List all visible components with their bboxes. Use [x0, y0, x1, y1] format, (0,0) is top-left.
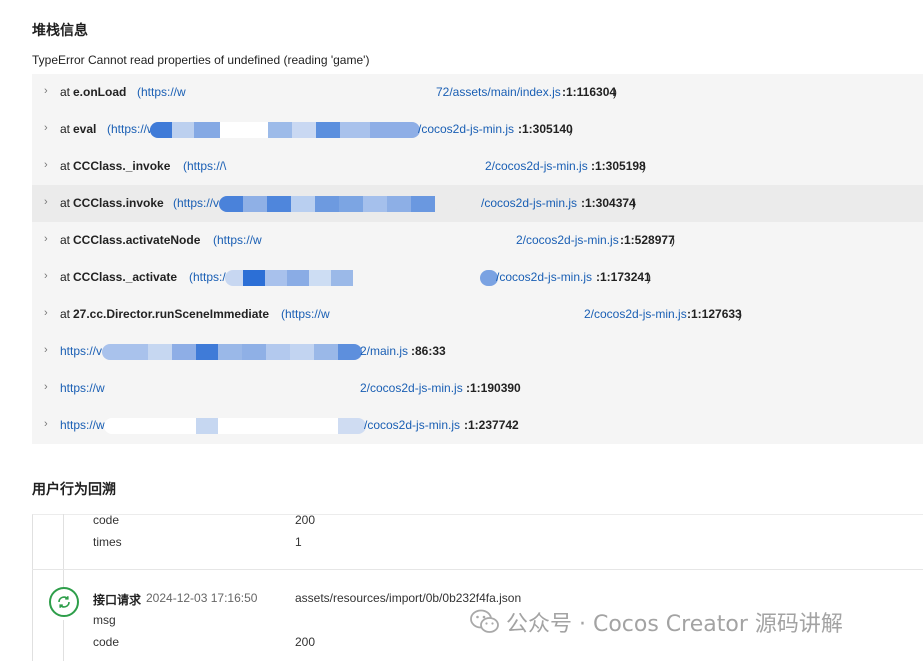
behavior-timeline [32, 514, 923, 661]
frame-url-start[interactable]: (https://w [281, 307, 330, 321]
frame-location: :1:528977 [620, 233, 675, 247]
frame-url-end[interactable]: /cocos2d-js-min.js [481, 196, 578, 210]
stack-frame[interactable]: › at eval (https://w /cocos2d-js-min.js … [32, 111, 923, 148]
frame-function: eval [73, 122, 97, 136]
prev-event-value: 200 [295, 513, 316, 527]
redaction-blur [225, 270, 435, 286]
frame-url-end[interactable]: 72/assets/main/index.js [436, 85, 561, 99]
stack-frame[interactable]: › at CCClass._invoke (https://\ 2/cocos2… [32, 148, 923, 185]
frame-location: :1:305140 [518, 122, 573, 136]
frame-location: :86:33 [411, 344, 446, 358]
error-message: TypeError Cannot read properties of unde… [32, 53, 370, 67]
frame-url-end[interactable]: /cocos2d-js-min.js [418, 122, 515, 136]
frame-url-start[interactable]: (https://\ [183, 159, 227, 173]
chevron-right-icon[interactable]: › [44, 233, 48, 245]
frame-at: at [60, 122, 71, 136]
frame-function: e.onLoad [73, 85, 127, 99]
frame-url-start[interactable]: https://w [60, 381, 105, 395]
chevron-right-icon[interactable]: › [44, 85, 48, 97]
frame-url-start[interactable]: (https://w [137, 85, 186, 99]
chevron-right-icon[interactable]: › [44, 344, 48, 356]
frame-close-paren: ) [738, 307, 742, 321]
event-value: 200 [295, 635, 316, 649]
frame-at: at [60, 196, 71, 210]
frame-location: :1:190390 [466, 381, 521, 395]
redaction-blur [102, 344, 362, 360]
frame-url-start[interactable]: https://v [60, 344, 103, 358]
chevron-right-icon[interactable]: › [44, 122, 48, 134]
watermark: 公众号 · Cocos Creator 源码讲解 [470, 606, 843, 638]
chevron-right-icon[interactable]: › [44, 159, 48, 171]
frame-url-start[interactable]: https://w [60, 418, 105, 432]
frame-close-paren: ) [569, 122, 573, 136]
frame-url-end[interactable]: 2/cocos2d-js-min.js [516, 233, 619, 247]
frame-location: :1:173241 [596, 270, 651, 284]
stack-frame[interactable]: › at e.onLoad (https://w 72/assets/main/… [32, 74, 923, 111]
event-type: 接口请求 [93, 593, 142, 607]
chevron-right-icon[interactable]: › [44, 381, 48, 393]
frame-url-start[interactable]: (https:// [189, 270, 230, 284]
frame-url-start[interactable]: (https://w [213, 233, 262, 247]
frame-url-start[interactable]: (https://v [173, 196, 220, 210]
behavior-section-title: 用户行为回溯 [32, 482, 116, 498]
wechat-icon [470, 609, 499, 633]
frame-url-start[interactable]: (https://w [107, 122, 156, 136]
chevron-right-icon[interactable]: › [44, 270, 48, 282]
event-key: code [93, 635, 120, 649]
stack-frame[interactable]: › https://v 2/main.js :86:33 [32, 333, 923, 370]
frame-at: at [60, 85, 71, 99]
frame-function: CCClass._activate [73, 270, 178, 284]
refresh-icon [49, 587, 79, 617]
frame-url-end[interactable]: /cocos2d-js-min.js [364, 418, 461, 432]
frame-url-end[interactable]: 2/cocos2d-js-min.js [584, 307, 687, 321]
frame-url-end[interactable]: 2/cocos2d-js-min.js [485, 159, 588, 173]
frame-url-end[interactable]: 2/main.js [360, 344, 409, 358]
stack-trace-panel: › at e.onLoad (https://w 72/assets/main/… [32, 74, 923, 444]
chevron-right-icon[interactable]: › [44, 196, 48, 208]
stack-frame[interactable]: › https://w /cocos2d-js-min.js :1:237742 [32, 407, 923, 444]
frame-location: :1:116304 [562, 85, 617, 99]
timeline-connector [63, 514, 64, 589]
event-time: 2024-12-03 17:16:50 [146, 591, 258, 605]
stack-section-title: 堆栈信息 [32, 23, 88, 39]
frame-function: CCClass.activateNode [73, 233, 201, 247]
stack-frame[interactable]: › at CCClass.activateNode (https://w 2/c… [32, 222, 923, 259]
frame-url-end[interactable]: /cocos2d-js-min.js [496, 270, 593, 284]
redaction-blur [150, 122, 420, 138]
frame-location: :1:127633 [687, 307, 742, 321]
chevron-right-icon[interactable]: › [44, 307, 48, 319]
stack-frame[interactable]: › at CCClass._activate (https:// /cocos2… [32, 259, 923, 296]
frame-url-end[interactable]: 2/cocos2d-js-min.js [360, 381, 463, 395]
frame-at: at [60, 307, 71, 321]
chevron-right-icon[interactable]: › [44, 418, 48, 430]
frame-function: CCClass.invoke [73, 196, 164, 210]
frame-at: at [60, 159, 71, 173]
frame-function: CCClass._invoke [73, 159, 171, 173]
redaction-blur [104, 418, 366, 434]
prev-event-value: 1 [295, 535, 302, 549]
frame-location: :1:304374 [581, 196, 636, 210]
frame-at: at [60, 270, 71, 284]
timeline-connector [63, 620, 64, 661]
event-path[interactable]: assets/resources/import/0b/0b232f4fa.jso… [295, 591, 522, 605]
frame-function: 27.cc.Director.runSceneImmediate [73, 307, 270, 321]
prev-event-key: code [93, 513, 120, 527]
frame-close-paren: ) [613, 85, 617, 99]
redaction-blur [219, 196, 459, 212]
event-key: msg [93, 613, 116, 627]
frame-close-paren: ) [671, 233, 675, 247]
watermark-text: 公众号 · Cocos Creator 源码讲解 [506, 612, 843, 637]
stack-frame[interactable]: › at CCClass.invoke (https://v /cocos2d-… [32, 185, 923, 222]
prev-event-key: times [93, 535, 122, 549]
stack-frame[interactable]: › https://w 2/cocos2d-js-min.js :1:19039… [32, 370, 923, 407]
frame-close-paren: ) [632, 196, 636, 210]
frame-close-paren: ) [642, 159, 646, 173]
redaction-blur [480, 270, 498, 286]
stack-frame[interactable]: › at 27.cc.Director.runSceneImmediate (h… [32, 296, 923, 333]
event-divider [32, 569, 923, 570]
frame-close-paren: ) [647, 270, 651, 284]
frame-at: at [60, 233, 71, 247]
frame-location: :1:305198 [591, 159, 646, 173]
frame-location: :1:237742 [464, 418, 519, 432]
